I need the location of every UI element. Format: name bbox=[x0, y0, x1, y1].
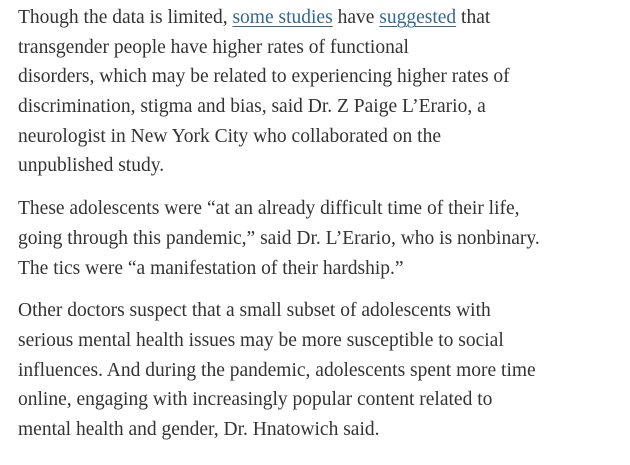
text-line: mental health and gender, Dr. Hnatowich … bbox=[18, 415, 623, 445]
text-run: The tics were “a manifestation of their … bbox=[18, 257, 404, 279]
text-line: unpublished study. bbox=[18, 151, 623, 181]
text-run: going through this pandemic,” said Dr. L… bbox=[18, 227, 540, 249]
text-run: Though the data is limited, bbox=[18, 7, 233, 28]
text-line: going through this pandemic,” said Dr. L… bbox=[18, 224, 623, 254]
text-run: disorders, which may be related to exper… bbox=[18, 66, 510, 88]
text-line: online, engaging with increasingly popul… bbox=[18, 385, 623, 415]
text-run: online, engaging with increasingly popul… bbox=[18, 389, 493, 411]
text-run: unpublished study. bbox=[18, 155, 165, 177]
text-run: transgender people have higher rates of … bbox=[18, 36, 409, 58]
text-line: disorders, which may be related to exper… bbox=[18, 62, 623, 92]
inline-link[interactable]: some studies bbox=[232, 7, 333, 28]
text-line: neurologist in New York City who collabo… bbox=[18, 122, 623, 152]
text-run: discrimination, stigma and bias, said Dr… bbox=[18, 96, 486, 118]
text-line: Though the data is limited, some studies… bbox=[18, 3, 623, 33]
text-line: The tics were “a manifestation of their … bbox=[18, 254, 623, 284]
text-line: serious mental health issues may be more… bbox=[18, 326, 623, 356]
paragraph: These adolescents were “at an already di… bbox=[18, 194, 623, 283]
text-line: Other doctors suspect that a small subse… bbox=[18, 296, 623, 326]
text-line: These adolescents were “at an already di… bbox=[18, 194, 623, 224]
paragraph: Other doctors suspect that a small subse… bbox=[18, 296, 623, 444]
text-line: influences. And during the pandemic, ado… bbox=[18, 356, 623, 386]
text-run: neurologist in New York City who collabo… bbox=[18, 125, 441, 147]
article-body: Though the data is limited, some studies… bbox=[18, 3, 623, 458]
text-line: discrimination, stigma and bias, said Dr… bbox=[18, 92, 623, 122]
text-run: that bbox=[456, 7, 491, 28]
text-run: mental health and gender, Dr. Hnatowich … bbox=[18, 418, 380, 440]
text-run: serious mental health issues may be more… bbox=[18, 329, 504, 351]
text-run: These adolescents were “at an already di… bbox=[18, 198, 520, 220]
text-run: influences. And during the pandemic, ado… bbox=[18, 359, 536, 381]
text-line: transgender people have higher rates of … bbox=[18, 33, 623, 63]
text-run: Other doctors suspect that a small subse… bbox=[18, 300, 491, 322]
inline-link[interactable]: suggested bbox=[379, 7, 457, 28]
paragraph: Though the data is limited, some studies… bbox=[18, 3, 623, 181]
text-run: have bbox=[332, 7, 380, 28]
